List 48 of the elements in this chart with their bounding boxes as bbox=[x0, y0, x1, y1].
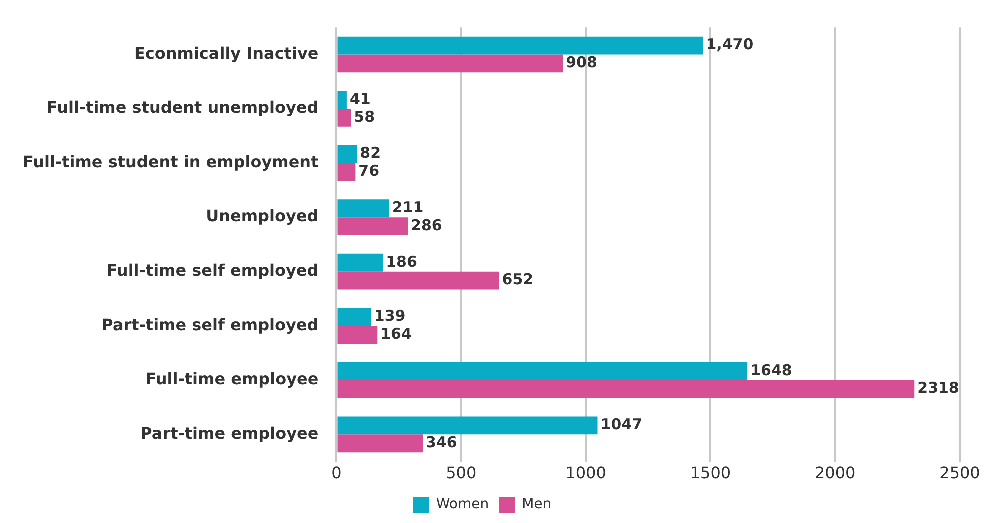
data-label: 82 bbox=[360, 144, 382, 162]
y-tick-label: Part-time self employed bbox=[102, 315, 319, 334]
x-tick-label: 0 bbox=[332, 464, 342, 483]
bar bbox=[338, 163, 356, 182]
x-tick-label: 2500 bbox=[940, 464, 980, 483]
bar bbox=[338, 218, 408, 236]
data-label: 2318 bbox=[918, 379, 960, 398]
bar bbox=[338, 380, 915, 398]
bar bbox=[338, 200, 390, 218]
y-tick-label: Full-time employee bbox=[146, 370, 319, 389]
bar bbox=[338, 254, 384, 272]
data-label: 1648 bbox=[750, 361, 792, 380]
data-label: 286 bbox=[411, 216, 442, 234]
data-label: 164 bbox=[380, 324, 412, 343]
y-tick-label: Full-time student in employment bbox=[22, 152, 320, 172]
data-label: 1,470 bbox=[706, 36, 754, 54]
data-label: 41 bbox=[350, 90, 371, 108]
legend-label: Women bbox=[436, 496, 490, 513]
bar bbox=[338, 434, 423, 453]
y-tick-label: Part-time employee bbox=[140, 424, 319, 443]
bar bbox=[338, 145, 358, 164]
bar bbox=[338, 416, 598, 435]
x-tick-label: 1500 bbox=[690, 464, 732, 483]
bar bbox=[338, 91, 347, 110]
bar bbox=[338, 326, 378, 344]
data-label: 58 bbox=[354, 108, 376, 126]
x-tick-label: 1000 bbox=[566, 464, 606, 483]
bar bbox=[338, 362, 748, 380]
y-tick-label: Econmically Inactive bbox=[134, 44, 319, 63]
y-tick-label: Full-time self employed bbox=[106, 260, 319, 280]
bar bbox=[338, 272, 500, 290]
x-tick-label: 500 bbox=[446, 464, 477, 483]
data-label: 346 bbox=[426, 434, 458, 452]
y-tick-label: Unemployed bbox=[206, 206, 319, 226]
bar bbox=[338, 308, 372, 326]
bar bbox=[338, 109, 352, 127]
legend-label: Men bbox=[522, 496, 552, 513]
data-label: 139 bbox=[374, 307, 406, 326]
data-label: 908 bbox=[566, 54, 598, 72]
y-tick-label: Full-time student unemployed bbox=[46, 98, 319, 118]
data-label: 1047 bbox=[600, 416, 643, 434]
bar bbox=[338, 36, 704, 55]
x-tick-label: 2000 bbox=[814, 464, 856, 483]
data-label: 652 bbox=[502, 270, 534, 289]
data-label: 186 bbox=[386, 252, 418, 271]
data-label: 211 bbox=[392, 198, 424, 216]
bar bbox=[338, 54, 564, 73]
data-label: 76 bbox=[358, 162, 380, 180]
